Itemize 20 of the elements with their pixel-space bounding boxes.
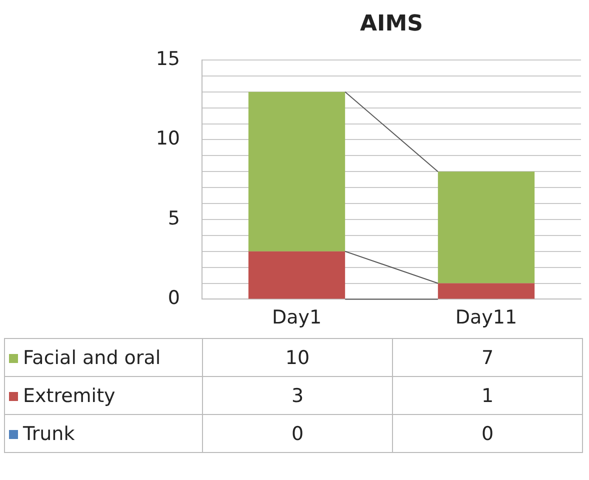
y-tick-label: 15 bbox=[156, 48, 180, 70]
data-label: 1 bbox=[392, 376, 582, 414]
data-label: 0 bbox=[392, 414, 582, 452]
y-tick-label: 10 bbox=[156, 128, 180, 150]
x-tick-label: Day11 bbox=[455, 306, 518, 329]
legend-label: Trunk bbox=[4, 414, 202, 452]
bar bbox=[438, 283, 535, 299]
data-label: 7 bbox=[392, 338, 582, 376]
chart-title: AIMS bbox=[360, 12, 423, 37]
bar bbox=[248, 92, 346, 252]
y-tick-label: 5 bbox=[168, 207, 180, 230]
data-label: 3 bbox=[202, 376, 392, 414]
bar bbox=[438, 172, 535, 284]
bar bbox=[248, 251, 346, 299]
data-label: 0 bbox=[202, 414, 392, 452]
data-label: 10 bbox=[202, 338, 392, 376]
x-tick-label: Day1 bbox=[272, 306, 322, 329]
legend-label: Extremity bbox=[4, 376, 202, 414]
y-tick-label: 0 bbox=[168, 287, 180, 310]
legend-label: Facial and oral bbox=[4, 338, 202, 376]
